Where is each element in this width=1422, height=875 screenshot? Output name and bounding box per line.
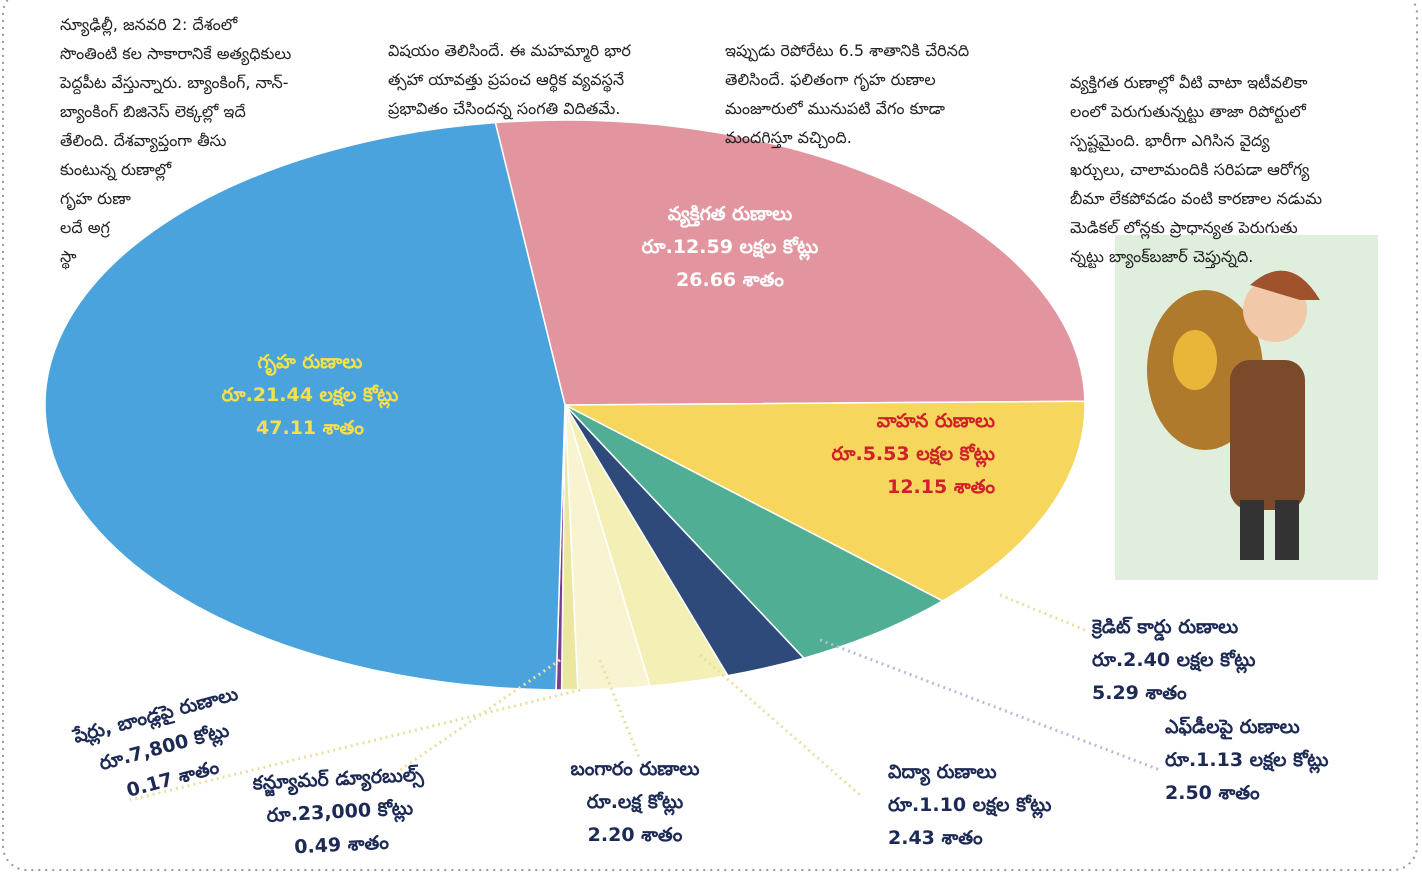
slice-amount: రూ.5.53 లక్షల కోట్లు [832, 443, 996, 468]
article-line: లదే అగ్ర [60, 218, 111, 238]
slice-name: ఎఫ్‌డీలపై రుణాలు [1165, 716, 1300, 740]
article-line: సొంతింటి కల సాకారానికే అత్యధికులు [60, 44, 291, 66]
article-line: న్యూఢిల్లీ, జనవరి 2: దేశంలో [60, 15, 239, 37]
slice-amount: రూ.23,000 కోట్లు [266, 797, 414, 830]
article-line: ఖర్చులు, చాలామందికి సరిపడా ఆరోగ్య [1070, 160, 1310, 182]
article-line: తేలింది. దేశవ్యాప్తంగా తీసు [60, 131, 226, 153]
slice-percent: 2.50 శాతం [1165, 782, 1260, 804]
article-line: ఇప్పుడు రెపోరేటు 6.5 శాతానికి చేరినది [725, 41, 969, 62]
slice-label: విద్యా రుణాలు రూ.1.10 లక్షల కోట్లు 2.43 శా… [888, 761, 1052, 849]
slice-amount: రూ.21.44 లక్షల కోట్లు [222, 384, 399, 409]
slice-percent: 5.29 శాతం [1092, 682, 1187, 704]
article-line: గృహ రుణా [60, 189, 131, 211]
slice-amount: రూ.1.13 లక్షల కోట్లు [1165, 749, 1329, 774]
slice-label: షేర్లు, బాండ్లపై రుణాలురూ.7,800 కోట్లు0.… [70, 683, 258, 812]
slice-name: బంగారం రుణాలు [571, 758, 700, 780]
slice-percent: 26.66 శాతం [676, 269, 784, 291]
slice-label: క్రెడిట్ కార్డు రుణాలు రూ.2.40 లక్షల కోట్… [1091, 616, 1256, 704]
slice-name: వాహన రుణాలు [877, 410, 996, 432]
slice-percent: 0.49 శాతం [294, 831, 390, 858]
article-line: త్సహా యావత్తు ప్రపంచ ఆర్థిక వ్యవస్థనే [388, 70, 624, 93]
article-line: మందగిస్తూ వచ్చింది. [725, 128, 852, 149]
slice-name: విద్యా రుణాలు [888, 761, 997, 786]
article-line: బీమా లేకపోవడం వంటి కారణాల నడుమ [1070, 189, 1322, 208]
slice-name: వ్యక్తిగత రుణాలు [668, 203, 793, 228]
slice-percent: 2.43 శాతం [888, 827, 983, 849]
article-line: వ్యక్తిగత రుణాల్లో వీటి వాటా ఇటీవలికా [1070, 73, 1308, 95]
slice-label: ఎఫ్‌డీలపై రుణాలు రూ.1.13 లక్షల కోట్లు 2.50… [1165, 716, 1329, 804]
slice-amount: రూ.2.40 లక్షల కోట్లు [1092, 649, 1256, 674]
article-line: తెలిసిందే. ఫలితంగా గృహ రుణాల [725, 70, 936, 92]
article-column: ఇప్పుడు రెపోరేటు 6.5 శాతానికి చేరినది తెల… [725, 41, 969, 149]
pie-slice [495, 120, 1085, 405]
pie [45, 120, 1085, 690]
slice-label: బంగారం రుణాలు రూ.లక్ష కోట్లు 2.20 శాతం [571, 758, 700, 846]
slice-name: గృహ రుణాలు [258, 351, 363, 376]
article-line: మెడికల్ లోన్లకు ప్రాధాన్యత పెరుగుతు [1070, 218, 1298, 240]
article-line: మంజూరులో మునుపటి వేగం కూడా [725, 99, 946, 118]
article-line: పెద్దపీట వేస్తున్నారు. బ్యాంకింగ్, నాన్- [59, 73, 289, 95]
illustration [1115, 235, 1378, 580]
slice-percent: 2.20 శాతం [588, 824, 683, 846]
slice-amount: రూ.12.59 లక్షల కోట్లు [642, 236, 819, 261]
slice-label: కన్జ్యూమర్ డ్యూరబుల్స్రూ.23,000 కోట్లు0.… [251, 764, 429, 861]
slice-name: కన్జ్యూమర్ డ్యూరబుల్స్ [251, 764, 425, 798]
article-line: స్థా [60, 247, 77, 270]
article-line: విషయం తెలిసిందే. ఈ మహమ్మారి భార [388, 41, 631, 63]
slice-amount: రూ.1.10 లక్షల కోట్లు [888, 794, 1052, 819]
article-line: బ్యాంకింగ్ బిజినెస్ లెక్కల్లో ఇదే [60, 102, 246, 124]
slice-percent: 47.11 శాతం [256, 417, 364, 439]
article-line: ప్రభావితం చేసిందన్న సంగతి విదితమే. [387, 99, 620, 120]
slice-name: క్రెడిట్ కార్డు రుణాలు [1091, 616, 1239, 641]
article-line: కుంటున్న రుణాల్లో [60, 160, 173, 181]
article-line: లంలో పెరుగుతున్నట్టు తాజా రిపోర్టులో [1070, 102, 1307, 124]
slice-amount: రూ.లక్ష కోట్లు [587, 791, 684, 816]
article-line: న్నట్టు బ్యాంక్‌బజార్ చెప్తున్నది. [1070, 247, 1253, 269]
article-column: విషయం తెలిసిందే. ఈ మహమ్మారి భార త్సహా యావ… [387, 41, 631, 120]
slice-percent: 12.15 శాతం [887, 476, 995, 498]
infographic: న్యూఢిల్లీ, జనవరి 2: దేశంలో సొంతింటి కల స… [0, 0, 1422, 875]
article-line: స్పష్టమైంది. భారీగా ఎగిసిన వైద్య [1070, 131, 1270, 153]
